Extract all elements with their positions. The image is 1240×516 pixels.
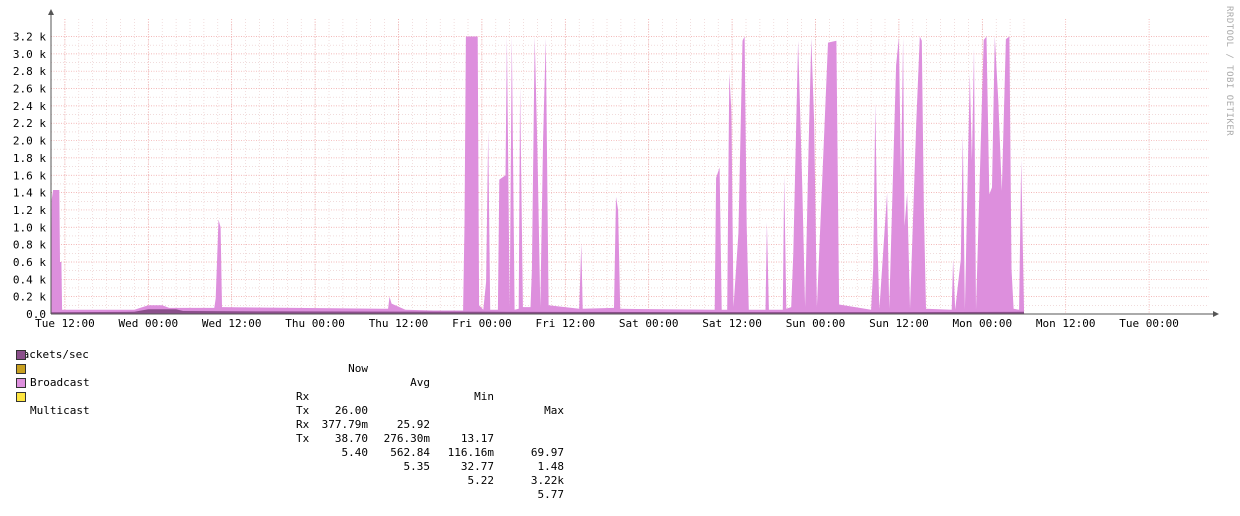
x-tick-label: Tue 12:00 <box>35 317 95 330</box>
packets-chart: 0.0 0.2 k 0.4 k 0.6 k 0.8 k 1.0 k 1.2 k 1.4 k 1.… <box>13 9 1219 330</box>
y-axis-arrow <box>48 9 54 15</box>
x-tick-label: Wed 00:00 <box>118 317 178 330</box>
y-tick-label: 0.2 k <box>13 291 46 304</box>
x-tick-label: Wed 12:00 <box>202 317 262 330</box>
legend-row-min: 116.16m <box>447 446 494 459</box>
legend-header-now: Now <box>348 362 368 375</box>
legend-row-max: 3.22k <box>530 474 564 487</box>
legend-row-avg: 25.92 <box>396 418 430 431</box>
x-tick-label: Tue 00:00 <box>1119 317 1179 330</box>
legend-header-avg: Avg <box>410 376 430 389</box>
legend-row-multicast-rx: Multicast Rx 38.70 562.84 32.77 3.22k <box>16 376 616 487</box>
y-tick-label: 3.0 k <box>13 48 46 61</box>
y-tick-label: 0.4 k <box>13 273 46 286</box>
legend-row-now: 26.00 <box>334 404 368 417</box>
legend-row-dir: Rx <box>296 418 310 431</box>
legend-row-min: 13.17 <box>460 432 494 445</box>
series-area-multicast <box>51 36 1024 314</box>
y-tick-label: 2.2 k <box>13 117 46 130</box>
y-tick-label: 2.6 k <box>13 83 46 96</box>
x-tick-label: Mon 00:00 <box>952 317 1012 330</box>
legend-row-min: 32.77 <box>460 460 494 473</box>
legend-row-dir: Tx <box>296 432 310 445</box>
x-tick-label: Sat 00:00 <box>619 317 679 330</box>
x-tick-label: Thu 12:00 <box>369 317 429 330</box>
legend-row-dir: Tx <box>296 404 310 417</box>
legend-row-multicast-tx: Tx 5.40 5.35 5.22 5.77 <box>16 390 616 501</box>
y-tick-label: 1.8 k <box>13 152 46 165</box>
legend-row-max: 1.48 <box>537 460 565 473</box>
broadcast-tx-swatch <box>16 364 26 374</box>
x-tick-label: Sun 00:00 <box>786 317 846 330</box>
legend-row-avg: 5.35 <box>403 460 431 473</box>
legend-row-dir: Rx <box>296 390 310 403</box>
legend-title: Packets/sec <box>16 348 89 361</box>
x-axis-arrow <box>1213 311 1219 317</box>
legend-row-broadcast-tx: Tx 377.79m 276.30m 116.16m 1.48 <box>16 362 616 473</box>
multicast-tx-swatch <box>16 392 26 402</box>
legend-row-avg: 276.30m <box>383 432 430 445</box>
broadcast-rx-swatch <box>16 350 26 360</box>
legend-row-max: 5.77 <box>537 488 565 501</box>
y-tick-label: 1.0 k <box>13 221 46 234</box>
x-tick-label: Fri 00:00 <box>452 317 512 330</box>
legend-row-avg: 562.84 <box>390 446 430 459</box>
legend-header-max: Max <box>544 404 564 417</box>
y-tick-label: 0.0 <box>26 308 46 321</box>
x-tick-label: Mon 12:00 <box>1036 317 1096 330</box>
legend-row-now: 377.79m <box>321 418 368 431</box>
legend-row-min: 5.22 <box>467 474 495 487</box>
legend-header-min: Min <box>474 390 494 403</box>
multicast-rx-swatch <box>16 378 26 388</box>
y-tick-label: 0.6 k <box>13 256 46 269</box>
legend: Packets/sec Now Avg Min Max Broadcast Rx… <box>16 334 616 501</box>
x-tick-label: Fri 12:00 <box>535 317 595 330</box>
y-tick-label: 3.2 k <box>13 31 46 44</box>
legend-row-now: 38.70 <box>334 432 368 445</box>
series-area-broadcast <box>51 309 1024 314</box>
legend-row-name: Broadcast <box>30 376 90 389</box>
y-tick-label: 2.4 k <box>13 100 46 113</box>
y-tick-label: 2.8 k <box>13 65 46 78</box>
x-tick-label: Sun 12:00 <box>869 317 929 330</box>
y-tick-label: 1.6 k <box>13 169 46 182</box>
legend-header: Packets/sec Now Avg Min Max <box>16 334 616 417</box>
rrdtool-watermark: RRDTOOL / TOBI OETIKER <box>1224 6 1236 136</box>
y-tick-label: 1.4 k <box>13 187 46 200</box>
y-tick-label: 0.8 k <box>13 239 46 252</box>
legend-row-broadcast-rx: Broadcast Rx 26.00 25.92 13.17 69.97 <box>16 348 616 459</box>
watermark-text: RRDTOOL / TOBI OETIKER <box>1224 6 1234 137</box>
legend-row-now: 5.40 <box>341 446 369 459</box>
y-tick-label: 1.2 k <box>13 204 46 217</box>
x-tick-label: Sat 12:00 <box>702 317 762 330</box>
x-tick-label: Thu 00:00 <box>285 317 345 330</box>
legend-row-max: 69.97 <box>530 446 564 459</box>
y-tick-label: 2.0 k <box>13 135 46 148</box>
